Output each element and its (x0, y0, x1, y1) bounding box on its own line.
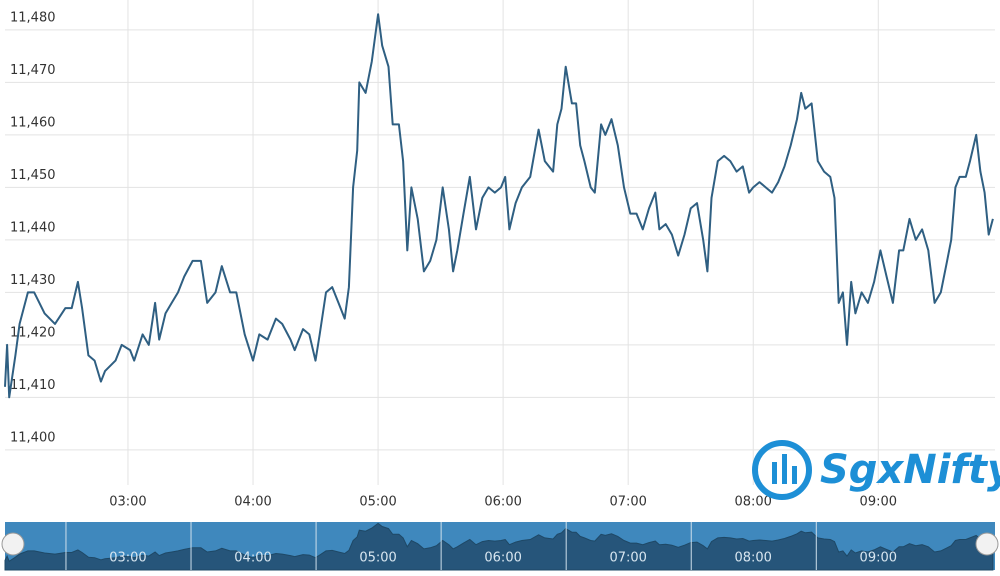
navigator-tick-label: 09:00 (860, 551, 897, 566)
y-tick-label: 11,410 (10, 378, 56, 393)
navigator-tick-label: 08:00 (734, 551, 771, 566)
price-line (4, 13, 994, 399)
y-tick-label: 11,450 (10, 168, 56, 183)
navigator-tick-label: 03:00 (109, 551, 146, 566)
navigator-area (4, 522, 994, 571)
y-tick-label: 11,400 (10, 430, 56, 445)
x-tick-label: 04:00 (234, 495, 271, 510)
x-tick-label: 06:00 (484, 495, 521, 510)
x-tick-label: 03:00 (109, 495, 146, 510)
navigator-tick-label: 04:00 (234, 551, 271, 566)
x-tick-label: 09:00 (860, 495, 897, 510)
logo (752, 440, 812, 500)
logo-bar (772, 462, 777, 484)
x-tick-label: 08:00 (734, 495, 771, 510)
navigator[interactable]: 03:00 04:00 05:00 06:00 07:00 08:00 09:00 (1, 522, 999, 571)
navigator-tick-label: 07:00 (609, 551, 646, 566)
logo-bar (782, 454, 787, 484)
navigator-handle[interactable] (1, 532, 25, 556)
watermark: SgxNifty (820, 447, 1000, 493)
y-tick-label: 11,420 (10, 325, 56, 340)
y-tick-label: 11,440 (10, 220, 56, 235)
logo-ring (752, 440, 812, 500)
logo-bar (792, 466, 797, 484)
x-tick-label: 07:00 (609, 495, 646, 510)
x-tick-label: 05:00 (359, 495, 396, 510)
y-tick-label: 11,460 (10, 115, 56, 130)
y-tick-label: 11,480 (10, 10, 56, 25)
y-tick-label: 11,430 (10, 273, 56, 288)
navigator-handle[interactable] (975, 532, 999, 556)
navigator-tick-label: 06:00 (484, 551, 521, 566)
navigator-tick-label: 05:00 (359, 551, 396, 566)
y-tick-label: 11,470 (10, 63, 56, 78)
